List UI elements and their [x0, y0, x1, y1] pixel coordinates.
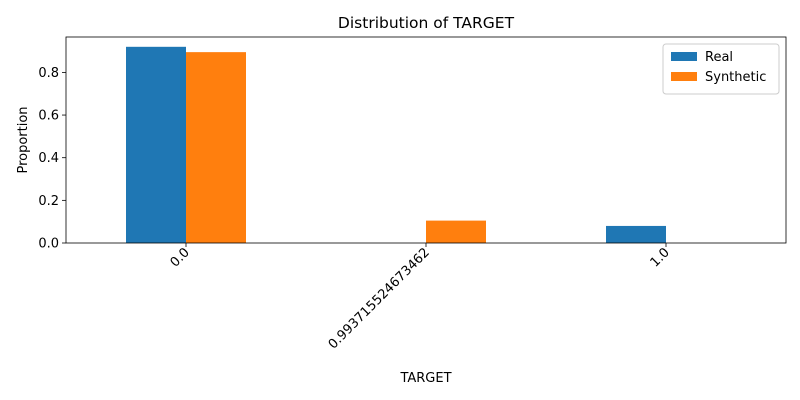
- bar-synthetic-1: [426, 220, 486, 243]
- bar-real-0: [126, 46, 186, 243]
- chart-title: Distribution of TARGET: [338, 14, 515, 32]
- y-axis-label: Proportion: [16, 106, 31, 173]
- legend-label-real: Real: [705, 50, 733, 65]
- y-tick-label: 0.6: [38, 109, 59, 124]
- y-tick-label: 0.8: [38, 66, 59, 81]
- bar-synthetic-0: [186, 52, 246, 244]
- y-tick-label: 0.4: [38, 151, 59, 166]
- legend: Real Synthetic: [662, 43, 780, 95]
- legend-swatch-synthetic: [671, 72, 697, 81]
- legend-label-synthetic: Synthetic: [705, 70, 766, 85]
- x-axis-label: TARGET: [399, 371, 451, 386]
- y-tick-label: 0.0: [38, 237, 59, 252]
- x-tick-label: 1.0: [648, 245, 673, 270]
- x-tick-label: 0.993715524673462: [326, 245, 433, 352]
- legend-swatch-real: [671, 52, 697, 61]
- x-tick-label: 0.0: [168, 245, 193, 270]
- bar-real-2: [606, 225, 666, 243]
- y-tick-label: 0.2: [38, 194, 59, 209]
